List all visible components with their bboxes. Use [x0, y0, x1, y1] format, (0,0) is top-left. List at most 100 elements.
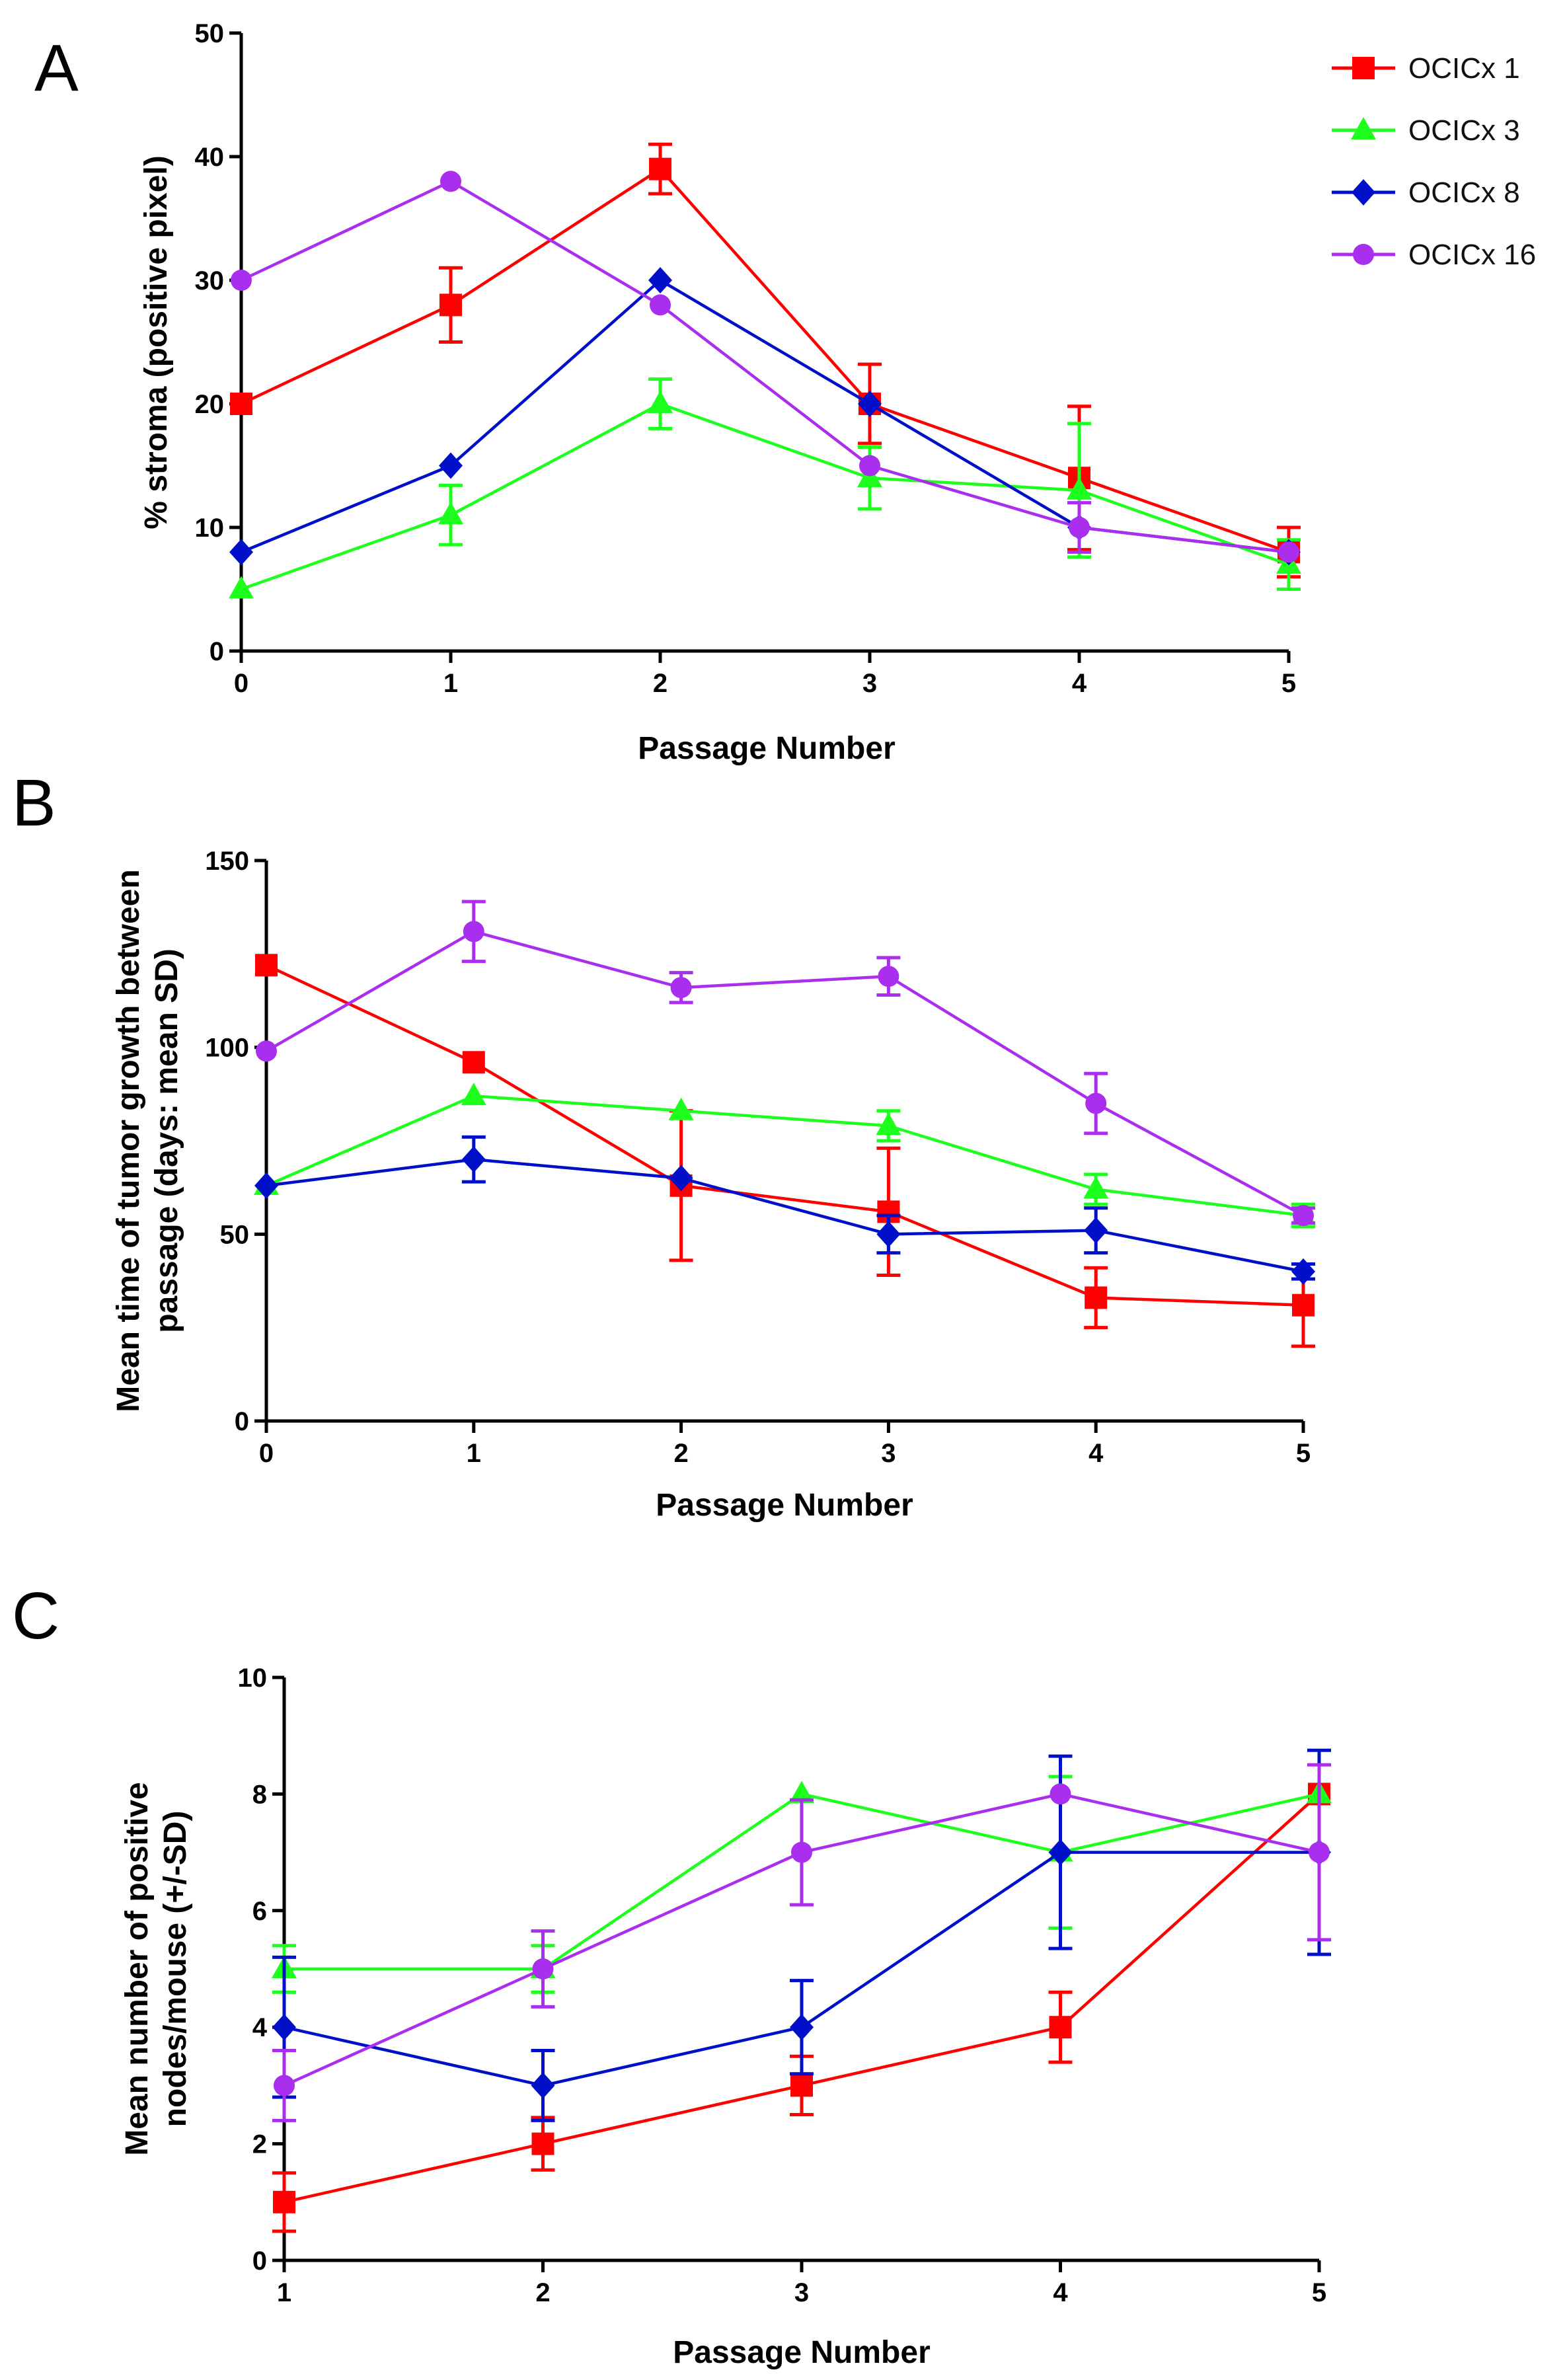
x-tick-label: 2: [653, 669, 668, 698]
x-tick-label: 3: [862, 669, 877, 698]
data-point: [858, 391, 882, 417]
data-point: [273, 2190, 295, 2213]
y-tick-label: 0: [210, 637, 224, 666]
legend-marker: [1352, 57, 1375, 79]
legend-label: OCICx 1: [1408, 52, 1520, 85]
chart-panel-b: 0 50 100 150 0 1 2 3 4 5 Passage Number Mean time o…: [111, 847, 1316, 1523]
x-tick-label: 3: [794, 2278, 809, 2307]
data-point: [878, 966, 899, 987]
x-axis-title: Passage Number: [638, 731, 896, 766]
legend-label: OCICx 3: [1408, 114, 1520, 147]
y-tick-label: 20: [195, 390, 225, 419]
legend-item-ocicx-16: OCICx 16: [1332, 239, 1536, 271]
series-line: [266, 1158, 1304, 1274]
x-tick-label: 4: [1088, 1439, 1104, 1468]
x-tick-label: 4: [1072, 669, 1087, 698]
series-line: [266, 1094, 1304, 1217]
series-ocicx-3: [229, 377, 1301, 599]
y-tick-label: 6: [252, 1897, 267, 1926]
data-point: [670, 977, 692, 999]
data-point: [669, 1165, 693, 1192]
data-point: [438, 502, 463, 525]
data-point: [648, 267, 672, 293]
data-point: [859, 455, 880, 477]
x-axis-title: Passage Number: [656, 1488, 913, 1523]
x-tick-label: 2: [535, 2278, 550, 2307]
series-line: [241, 278, 1289, 554]
data-point: [1067, 477, 1092, 500]
series-ocicx-8: [229, 267, 1301, 566]
data-point: [229, 539, 253, 566]
y-tick-label: 0: [252, 2246, 267, 2276]
data-point: [461, 1083, 486, 1106]
data-point: [1309, 1841, 1330, 1863]
data-point: [790, 2014, 814, 2041]
legend-marker: [1352, 179, 1375, 206]
y-axis-title: Mean time of tumor growth between passage…: [111, 869, 184, 1412]
x-tick-label: 1: [443, 669, 458, 698]
data-point: [531, 2132, 554, 2155]
legend-item-ocicx-1: OCICx 1: [1332, 52, 1520, 85]
x-tick-label: 0: [234, 669, 248, 698]
legend: OCICx 1 OCICx 3 OCICx 8 OCICx 16: [1332, 52, 1536, 271]
chart-panel-a: 0 10 20 30 40 50 0 1 2 3 4 5 Passage Number % stroma …: [139, 19, 1301, 766]
data-point: [439, 293, 462, 317]
y-tick-label: 10: [195, 514, 225, 543]
data-point: [531, 2072, 555, 2099]
data-point: [274, 2075, 295, 2096]
legend-label: OCICx 8: [1408, 176, 1520, 209]
y-tick-label: 30: [195, 266, 225, 295]
x-tick-label: 5: [1312, 2278, 1326, 2307]
data-point: [876, 1112, 901, 1135]
y-tick-label: 40: [195, 143, 225, 172]
data-point: [668, 1097, 694, 1120]
y-tick-label: 4: [252, 2013, 268, 2042]
series-line: [241, 180, 1289, 554]
data-point: [230, 393, 252, 415]
data-point: [254, 1172, 278, 1199]
data-point: [1084, 1217, 1108, 1244]
data-point: [790, 2074, 813, 2097]
series-ocicx-16: [231, 171, 1299, 563]
data-point: [255, 954, 278, 977]
series-line: [241, 402, 1289, 591]
series-line: [265, 930, 1305, 1217]
legend-item-ocicx-3: OCICx 3: [1332, 114, 1520, 147]
y-tick-label: 150: [205, 847, 249, 876]
data-point: [1049, 2016, 1072, 2039]
data-point: [1083, 1176, 1109, 1199]
y-axis-title: % stroma (positive pixel): [139, 155, 174, 529]
y-tick-label: 50: [195, 19, 225, 48]
y-tick-label: 50: [220, 1220, 250, 1249]
y-axis-title-line: passage (days: mean SD): [149, 948, 184, 1333]
legend-label: OCICx 16: [1408, 239, 1536, 271]
panel-a-letter: A: [34, 31, 79, 105]
y-tick-label: 10: [238, 1664, 268, 1693]
y-axis-title-line: Mean number of positive: [120, 1782, 155, 2155]
data-point: [1048, 1839, 1073, 1866]
x-tick-label: 4: [1053, 2278, 1068, 2307]
y-axis-title: Mean number of positive nodes/mouse (+/-S…: [120, 1782, 193, 2155]
x-axis-title: Passage Number: [673, 2335, 931, 2370]
series-line: [266, 964, 1304, 1307]
data-point: [648, 391, 673, 413]
legend-marker: [1353, 244, 1374, 265]
data-point: [876, 1221, 901, 1248]
data-point: [231, 270, 252, 291]
series-ocicx-16: [256, 900, 1315, 1227]
series-line: [241, 167, 1289, 554]
x-tick-label: 3: [881, 1439, 896, 1468]
panel-c-letter: C: [12, 1579, 59, 1653]
data-point: [462, 1051, 485, 1074]
legend-item-ocicx-8: OCICx 8: [1332, 176, 1520, 209]
data-point: [463, 921, 484, 942]
x-tick-label: 2: [673, 1439, 688, 1468]
data-point: [1291, 1258, 1315, 1285]
y-tick-label: 0: [235, 1407, 249, 1436]
x-tick-label: 0: [259, 1439, 274, 1468]
panel-b-letter: B: [12, 766, 56, 840]
x-tick-label: 5: [1281, 669, 1296, 698]
data-point: [439, 452, 463, 479]
